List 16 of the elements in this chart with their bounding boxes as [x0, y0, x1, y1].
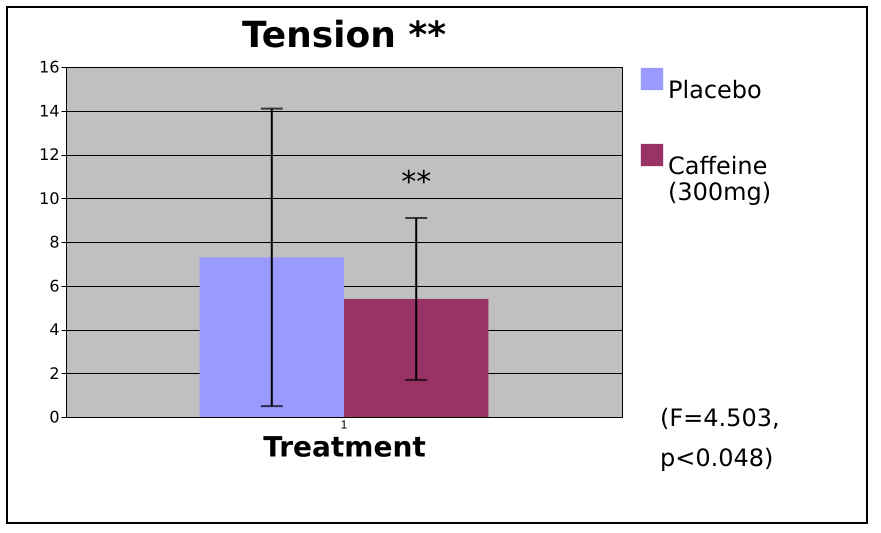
y-tick-label: 12: [39, 145, 60, 164]
x-tick-label: 1: [340, 418, 348, 432]
y-tick-label: 0: [49, 408, 60, 426]
annotation: **: [401, 164, 432, 200]
y-tick-label: 10: [39, 188, 60, 208]
chart-title: Tension **: [242, 15, 446, 56]
y-tick-label: 4: [49, 320, 60, 339]
legend-label: Caffeine (300mg): [668, 152, 772, 206]
x-axis-title: Treatment: [263, 430, 426, 464]
y-tick-label: 8: [49, 232, 60, 252]
y-tick-label: 14: [39, 101, 60, 120]
y-tick-label: 6: [49, 276, 60, 296]
y-tick-label: 16: [39, 58, 60, 76]
text: (F=4.503, p<0.048): [660, 404, 780, 472]
legend-label: Placebo: [668, 76, 762, 104]
y-tick-label: 2: [49, 364, 60, 383]
